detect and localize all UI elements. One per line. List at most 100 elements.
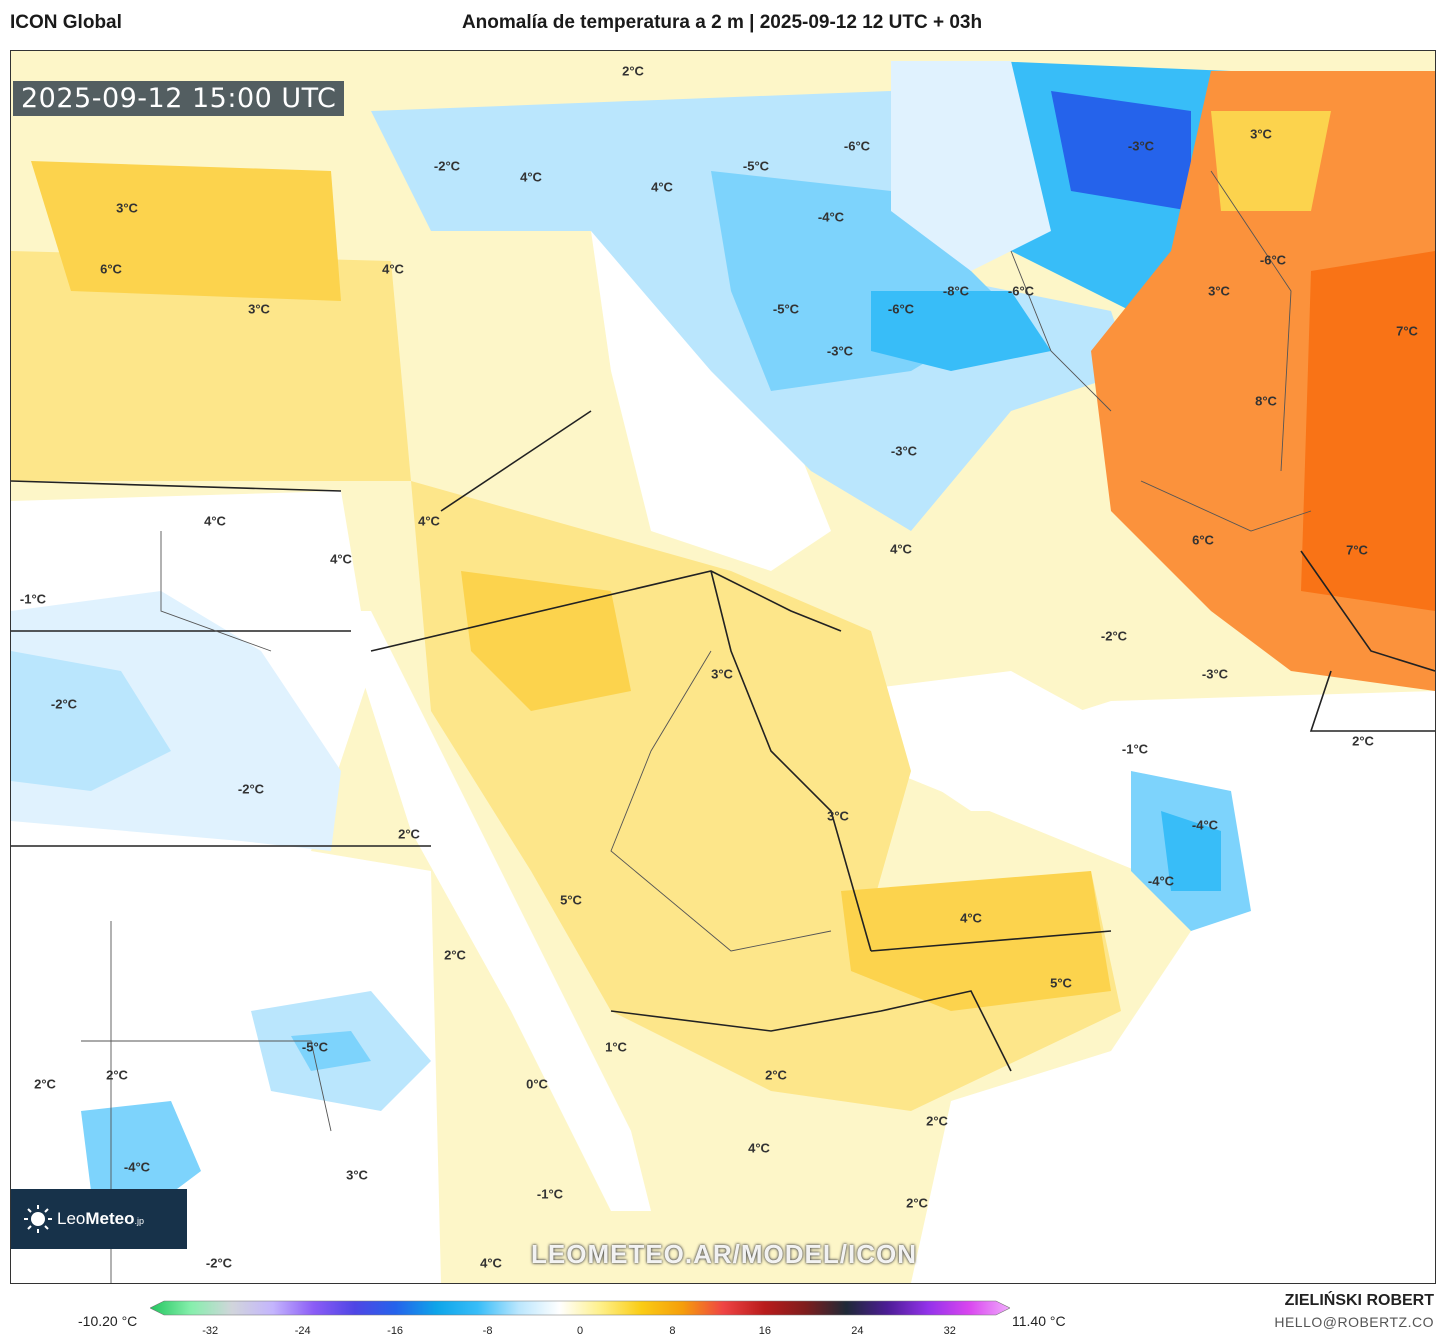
- central-asia-warm-core: [1301, 251, 1435, 611]
- colorbar-tick-label: -8: [482, 1325, 493, 1337]
- model-name: ICON Global: [10, 12, 122, 33]
- anomaly-label: 2°C: [398, 826, 420, 842]
- anomaly-label: -5°C: [742, 158, 770, 174]
- anomaly-label: 4°C: [748, 1140, 770, 1156]
- anomaly-label: -1°C: [19, 591, 47, 607]
- anomaly-label: -4°C: [817, 209, 845, 225]
- anomaly-label: 3°C: [346, 1167, 368, 1183]
- anomaly-label: 1°C: [605, 1039, 627, 1055]
- anomaly-map: [11, 51, 1435, 1283]
- gulf-neutral-area: [851, 671, 1121, 811]
- iran-cool-core: [871, 291, 1051, 371]
- anomaly-label: -4°C: [1147, 873, 1175, 889]
- anomaly-label: 2°C: [1352, 733, 1374, 749]
- anomaly-label: -1°C: [1121, 741, 1149, 757]
- anomaly-label: -2°C: [205, 1255, 233, 1271]
- colorbar-tick-label: -32: [202, 1325, 219, 1337]
- anomaly-label: 2°C: [765, 1067, 787, 1083]
- sun-icon: [24, 1205, 52, 1233]
- anomaly-label: 5°C: [1050, 975, 1072, 991]
- red-sea: [341, 611, 651, 1211]
- anomaly-label: 4°C: [651, 179, 673, 195]
- anomaly-label: -8°C: [942, 283, 970, 299]
- anomaly-label: -2°C: [433, 158, 461, 174]
- anomaly-label: 4°C: [382, 261, 404, 277]
- anomaly-label: -6°C: [1259, 252, 1287, 268]
- anomaly-label: 2°C: [106, 1067, 128, 1083]
- arabia-warm-core-east: [841, 871, 1111, 1011]
- anomaly-label: 3°C: [116, 200, 138, 216]
- anomaly-label: -2°C: [237, 781, 265, 797]
- map-title: Anomalía de temperatura a 2 m | 2025-09-…: [461, 12, 983, 33]
- anomaly-label: 7°C: [1396, 323, 1418, 339]
- country-borders: [11, 410, 1435, 1072]
- anomaly-label: -3°C: [890, 443, 918, 459]
- arabian-sea-neutral-area: [891, 691, 1435, 1283]
- anomaly-label: 7°C: [1346, 542, 1368, 558]
- leometeo-logo[interactable]: LeoMeteo.jp: [11, 1189, 187, 1249]
- iraq-neutral-area: [591, 231, 831, 571]
- logo-text-light: Leo: [57, 1209, 86, 1228]
- anomaly-label: 3°C: [248, 301, 270, 317]
- author-email: HELLO@ROBERTZ.CO: [1274, 1314, 1434, 1330]
- anomaly-label: 4°C: [520, 169, 542, 185]
- anomaly-label: -4°C: [123, 1159, 151, 1175]
- caspian-cool-core: [1051, 91, 1191, 211]
- anomaly-label: 3°C: [827, 808, 849, 824]
- colorbar-tick-label: 24: [851, 1325, 864, 1337]
- egypt-cool-core: [11, 651, 171, 791]
- anomaly-label: 3°C: [711, 666, 733, 682]
- colorbar-tick-label: -16: [387, 1325, 404, 1337]
- anomaly-label: 6°C: [100, 261, 122, 277]
- anomaly-label: 5°C: [560, 892, 582, 908]
- anomaly-label: 6°C: [1192, 532, 1214, 548]
- anomaly-label: -2°C: [1100, 628, 1128, 644]
- anomaly-label: 2°C: [444, 947, 466, 963]
- colorbar-tick-label: 32: [943, 1325, 956, 1337]
- anomaly-label: -6°C: [887, 301, 915, 317]
- watermark-url: LEOMETEO.AR/MODEL/ICON: [531, 1239, 917, 1269]
- logo-text: LeoMeteo.jp: [57, 1209, 144, 1229]
- anomaly-label: -3°C: [1127, 138, 1155, 154]
- anomaly-label: 0°C: [526, 1076, 548, 1092]
- anomaly-label: 4°C: [890, 541, 912, 557]
- author-name: ZIELIŃSKI ROBERT: [1284, 1292, 1434, 1309]
- anomaly-label: -1°C: [536, 1186, 564, 1202]
- anomaly-label: -5°C: [301, 1039, 329, 1055]
- colorbar-min-label: -10.20 °C: [78, 1313, 138, 1329]
- anomaly-label: -5°C: [772, 301, 800, 317]
- anomaly-label: -3°C: [826, 343, 854, 359]
- turkey-warm-area: [31, 161, 341, 301]
- anomaly-label: 2°C: [622, 63, 644, 79]
- anomaly-label: -3°C: [1201, 666, 1229, 682]
- island-area: [991, 1221, 1091, 1266]
- colorbar-tick-label: 0: [576, 1325, 584, 1337]
- valid-time-label: 2025-09-12 15:00 UTC: [13, 81, 345, 116]
- anomaly-label: 4°C: [330, 551, 352, 567]
- mediterranean-warm-area: [11, 251, 411, 481]
- anomaly-label: 2°C: [906, 1195, 928, 1211]
- anomaly-label: 8°C: [1255, 393, 1277, 409]
- oman-cool-core: [1161, 811, 1221, 891]
- anomaly-label: -2°C: [50, 696, 78, 712]
- caspian-sea-area: [891, 61, 1051, 271]
- anomaly-label: 4°C: [204, 513, 226, 529]
- anomaly-label: 3°C: [1208, 283, 1230, 299]
- colorbar-tick-label: 16: [758, 1325, 771, 1337]
- colorbar: [150, 1300, 1010, 1316]
- logo-text-bold: Meteo: [85, 1209, 135, 1228]
- logo-suffix: .jp: [134, 1216, 145, 1226]
- anomaly-label: -4°C: [1191, 817, 1219, 833]
- map-frame[interactable]: 2025-09-12 15:00 UTC 2°C -2°C 4°C 3°C -5…: [10, 50, 1436, 1284]
- anomaly-label: 4°C: [418, 513, 440, 529]
- anomaly-label: 4°C: [480, 1255, 502, 1271]
- anomaly-label: 3°C: [1250, 126, 1272, 142]
- central-asia-warm-north: [1211, 111, 1331, 211]
- colorbar-tick-label: 8: [669, 1325, 676, 1337]
- anomaly-label: -6°C: [843, 138, 871, 154]
- anomaly-label: 2°C: [926, 1113, 948, 1129]
- colorbar-tick-label: -24: [294, 1325, 311, 1337]
- colorbar-max-label: 11.40 °C: [1012, 1313, 1066, 1329]
- arabia-warm-core-north: [461, 571, 631, 711]
- anomaly-label: 2°C: [34, 1076, 56, 1092]
